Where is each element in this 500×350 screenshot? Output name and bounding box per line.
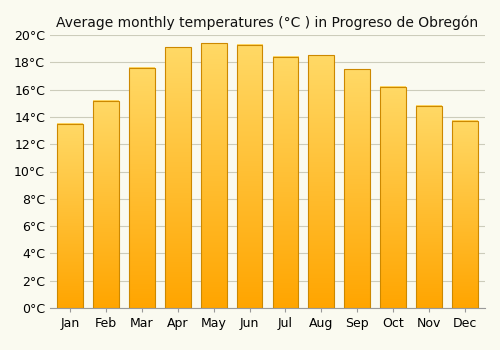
Bar [380, 87, 406, 308]
Bar [452, 121, 478, 308]
Bar [416, 106, 442, 308]
Bar [128, 68, 154, 308]
Bar [272, 57, 298, 308]
Bar [236, 44, 262, 308]
Bar [200, 43, 226, 308]
Title: Average monthly temperatures (°C ) in Progreso de Obregón: Average monthly temperatures (°C ) in Pr… [56, 15, 478, 30]
Bar [308, 56, 334, 308]
Bar [93, 100, 118, 308]
Bar [164, 47, 190, 308]
Bar [344, 69, 370, 308]
Bar [57, 124, 82, 308]
